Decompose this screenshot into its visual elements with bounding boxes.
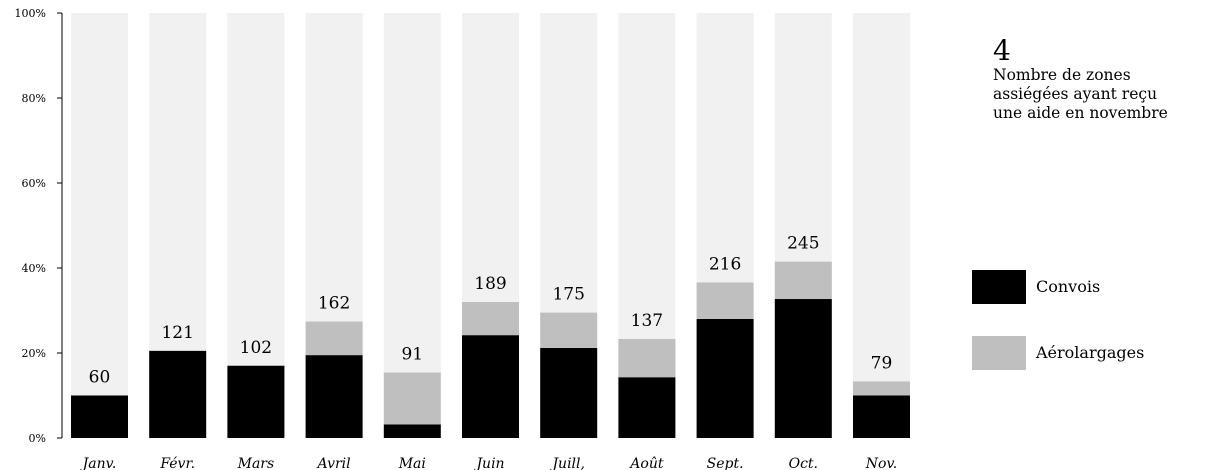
callout-line: une aide en novembre xyxy=(993,104,1168,122)
bar-total-label: 91 xyxy=(401,345,423,365)
bar-background xyxy=(71,13,128,438)
bar-total-label: 60 xyxy=(89,368,111,388)
legend-label-airdrops: Aérolargages xyxy=(1036,343,1145,362)
bar-total-label: 175 xyxy=(552,285,584,305)
bar-total-label: 121 xyxy=(161,323,193,343)
bar-segment-convoys xyxy=(149,350,207,438)
bar-segment-airdrops xyxy=(696,282,754,319)
legend-item-convoys: Convois xyxy=(972,270,1202,304)
y-tick-label: 20% xyxy=(22,347,46,360)
x-tick-label: Nov. xyxy=(865,456,897,470)
bar-segment-convoys xyxy=(227,365,285,438)
labels-group: 60 Janv. 121 Févr. 102 Mars 162 Avril 91 Mai 189 Ju… xyxy=(80,234,898,470)
x-tick-label: Juill, xyxy=(549,456,585,470)
bar-segment-airdrops xyxy=(618,338,676,378)
bar-total-label: 102 xyxy=(240,338,272,358)
bar-segment-convoys xyxy=(774,299,832,438)
x-tick-label: Mars xyxy=(237,456,275,470)
y-tick-label: 0% xyxy=(29,432,46,445)
callout-number: 4 xyxy=(993,34,1011,67)
bar-segment-airdrops xyxy=(383,372,441,425)
legend-swatch-convoys xyxy=(972,270,1026,304)
bar-segment-convoys xyxy=(305,355,363,438)
bar-segment-convoys xyxy=(618,377,676,438)
bar-segment-airdrops xyxy=(305,321,363,356)
bar-background xyxy=(383,13,441,438)
legend-label-convoys: Convois xyxy=(1036,277,1101,296)
x-tick-label: Oct. xyxy=(789,456,818,470)
bar-total-label: 189 xyxy=(474,274,506,294)
x-tick-label: Sept. xyxy=(707,456,744,470)
stacked-bar-chart: 0% 20% 40% 60% 80% 100% 60 Janv. 121 Févr. 102 Mar… xyxy=(15,7,910,470)
bar-segment-airdrops xyxy=(462,302,519,336)
y-axis: 0% 20% 40% 60% 80% 100% xyxy=(15,7,63,445)
bar-segment-convoys xyxy=(383,424,441,438)
x-tick-label: Avril xyxy=(316,456,351,470)
bar-total-label: 137 xyxy=(631,311,663,331)
y-tick-label: 60% xyxy=(22,177,46,190)
bar-total-label: 162 xyxy=(318,294,350,314)
bar-background xyxy=(853,13,910,438)
y-tick-label: 80% xyxy=(22,92,46,105)
x-tick-label: Févr. xyxy=(159,456,195,470)
legend-swatch-airdrops xyxy=(972,336,1026,370)
callout: 4 Nombre de zones assiégées ayant reçu u… xyxy=(993,36,1208,123)
y-tick-label: 40% xyxy=(22,262,46,275)
bar-total-label: 79 xyxy=(871,353,893,373)
x-tick-label: Juin xyxy=(473,456,504,470)
callout-line: assiégées ayant reçu xyxy=(993,85,1158,103)
bars-group xyxy=(71,13,910,438)
x-tick-label: Mai xyxy=(398,456,426,470)
bar-segment-convoys xyxy=(71,395,128,438)
bar-total-label: 245 xyxy=(787,234,819,254)
bar-segment-convoys xyxy=(462,335,519,438)
x-tick-label: Janv. xyxy=(80,456,117,470)
callout-line: Nombre de zones xyxy=(993,66,1131,84)
bar-segment-airdrops xyxy=(774,261,832,300)
bar-segment-convoys xyxy=(696,319,754,438)
bar-segment-convoys xyxy=(853,395,910,438)
bar-segment-convoys xyxy=(540,347,598,438)
bar-segment-airdrops xyxy=(853,381,910,396)
y-tick-label: 100% xyxy=(15,7,46,20)
legend-item-airdrops: Aérolargages xyxy=(972,336,1202,370)
bar-segment-airdrops xyxy=(540,312,598,348)
bar-total-label: 216 xyxy=(709,254,741,274)
x-tick-label: Août xyxy=(628,456,664,470)
